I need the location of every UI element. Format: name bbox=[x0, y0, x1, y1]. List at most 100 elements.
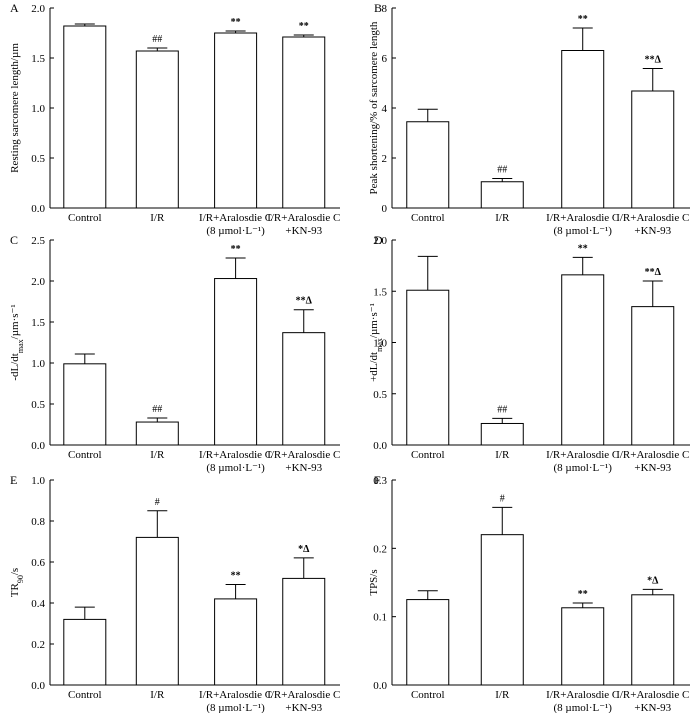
category-label-line2: (8 µmol·L⁻¹) bbox=[553, 462, 612, 474]
significance-label: ** bbox=[231, 571, 241, 582]
y-tick-label: 0 bbox=[382, 203, 388, 215]
category-label: I/R+Aralosdie C bbox=[546, 212, 619, 224]
panel-letter: C bbox=[10, 233, 18, 247]
category-label: Control bbox=[68, 212, 102, 224]
bar bbox=[480, 422, 524, 446]
significance-label: ** bbox=[299, 21, 309, 32]
bar bbox=[406, 599, 450, 686]
y-tick-label: 2.0 bbox=[373, 235, 387, 247]
bar bbox=[214, 278, 258, 446]
category-label: Control bbox=[68, 689, 102, 701]
y-tick-label: 2.0 bbox=[31, 3, 45, 15]
y-tick-label: 0.1 bbox=[373, 612, 387, 624]
category-label: I/R+Aralosdie C bbox=[616, 689, 689, 701]
significance-label: ** bbox=[231, 244, 241, 255]
y-tick-label: 1.5 bbox=[373, 286, 387, 298]
y-tick-label: 2.5 bbox=[31, 235, 45, 247]
significance-label: ** bbox=[231, 17, 241, 28]
y-tick-label: 0.5 bbox=[373, 389, 387, 401]
bar bbox=[631, 90, 675, 209]
bar bbox=[282, 36, 326, 209]
y-tick-label: 0.0 bbox=[31, 440, 45, 452]
y-axis-title: Resting sarcomere length/µm bbox=[9, 43, 21, 173]
panel-letter: E bbox=[10, 473, 17, 487]
bar bbox=[282, 332, 326, 446]
y-tick-label: 0.3 bbox=[373, 475, 387, 487]
category-label: I/R+Aralosdie C bbox=[616, 449, 689, 461]
category-label: Control bbox=[68, 449, 102, 461]
bar bbox=[406, 121, 450, 209]
category-label: I/R+Aralosdie C bbox=[267, 449, 340, 461]
panel-letter: F bbox=[374, 473, 381, 487]
y-tick-label: 1.5 bbox=[31, 317, 45, 329]
category-label: I/R bbox=[495, 689, 510, 701]
significance-label: ** bbox=[578, 14, 588, 25]
y-axis-title: +dL/dtmax/µm·s⁻¹ bbox=[368, 303, 384, 382]
category-label: Control bbox=[411, 212, 445, 224]
bar bbox=[135, 50, 179, 209]
y-tick-label: 2 bbox=[382, 153, 388, 165]
panel-a: A 0.0 0.5 1.0 1.5 2.0 Resting sarcomere length… bbox=[9, 1, 340, 237]
y-axis-title: -dL/dtmax/µm·s⁻¹ bbox=[9, 304, 25, 380]
bar bbox=[561, 50, 605, 209]
category-label: Control bbox=[411, 689, 445, 701]
y-axis-title: TPS/s bbox=[368, 569, 380, 595]
y-tick-label: 0.2 bbox=[373, 543, 387, 555]
category-label-line2: +KN-93 bbox=[634, 702, 671, 713]
y-tick-label: 1.0 bbox=[31, 103, 45, 115]
y-tick-label: 0.0 bbox=[31, 203, 45, 215]
category-label-line2: (8 µmol·L⁻¹) bbox=[553, 225, 612, 237]
y-axis-title: TR90/s bbox=[9, 568, 25, 597]
category-label: I/R+Aralosdie C bbox=[199, 449, 272, 461]
significance-label: ** bbox=[578, 589, 588, 600]
bar bbox=[63, 618, 107, 686]
panel-letter: A bbox=[10, 1, 19, 15]
category-label: I/R bbox=[150, 212, 165, 224]
y-tick-label: 0.0 bbox=[373, 680, 387, 692]
bar bbox=[135, 536, 179, 686]
y-tick-label: 1.0 bbox=[373, 338, 387, 350]
significance-label: # bbox=[155, 497, 160, 508]
category-label: I/R bbox=[495, 449, 510, 461]
category-label-line2: +KN-93 bbox=[285, 225, 322, 237]
category-label: I/R+Aralosdie C bbox=[267, 689, 340, 701]
y-tick-label: 4 bbox=[382, 103, 388, 115]
category-label-line2: +KN-93 bbox=[285, 462, 322, 474]
bar bbox=[63, 25, 107, 209]
category-label-line2: (8 µmol·L⁻¹) bbox=[206, 225, 265, 237]
bar bbox=[282, 577, 326, 686]
bar bbox=[214, 598, 258, 686]
y-tick-label: 6 bbox=[382, 53, 388, 65]
category-label-line2: +KN-93 bbox=[285, 702, 322, 713]
y-tick-label: 0.4 bbox=[31, 598, 45, 610]
category-label-line2: (8 µmol·L⁻¹) bbox=[206, 702, 265, 713]
y-tick-label: 2.0 bbox=[31, 276, 45, 288]
y-tick-label: 1.5 bbox=[31, 53, 45, 65]
category-label: I/R+Aralosdie C bbox=[199, 212, 272, 224]
bar bbox=[631, 594, 675, 686]
significance-label: ## bbox=[497, 404, 507, 415]
panel-d: D 0.0 0.5 1.0 1.5 2.0 +dL/dtmax/µm·s⁻¹ Control #… bbox=[368, 233, 690, 474]
significance-label: ## bbox=[152, 404, 162, 415]
significance-label: **Δ bbox=[645, 55, 662, 66]
y-tick-label: 1.0 bbox=[31, 358, 45, 370]
significance-label: ## bbox=[497, 165, 507, 176]
bar bbox=[480, 534, 524, 686]
significance-label: ## bbox=[152, 34, 162, 45]
bar bbox=[63, 363, 107, 446]
category-label-line2: (8 µmol·L⁻¹) bbox=[553, 702, 612, 713]
category-label: I/R+Aralosdie C bbox=[199, 689, 272, 701]
category-label: I/R+Aralosdie C bbox=[267, 212, 340, 224]
significance-label: # bbox=[500, 493, 505, 504]
panel-e: E 0.0 0.2 0.4 0.6 0.8 1.0 TR90/s Control # I/R ** I/… bbox=[9, 473, 340, 713]
bar bbox=[631, 306, 675, 446]
category-label: I/R bbox=[495, 212, 510, 224]
panel-letter: B bbox=[374, 1, 382, 15]
bar bbox=[406, 289, 450, 446]
y-tick-label: 0.2 bbox=[31, 639, 45, 651]
bar bbox=[561, 607, 605, 686]
y-tick-label: 8 bbox=[382, 3, 388, 15]
panel-c: C 0.0 0.5 1.0 1.5 2.0 2.5 -dL/dtmax/µm·s⁻¹ Contr… bbox=[9, 233, 340, 474]
